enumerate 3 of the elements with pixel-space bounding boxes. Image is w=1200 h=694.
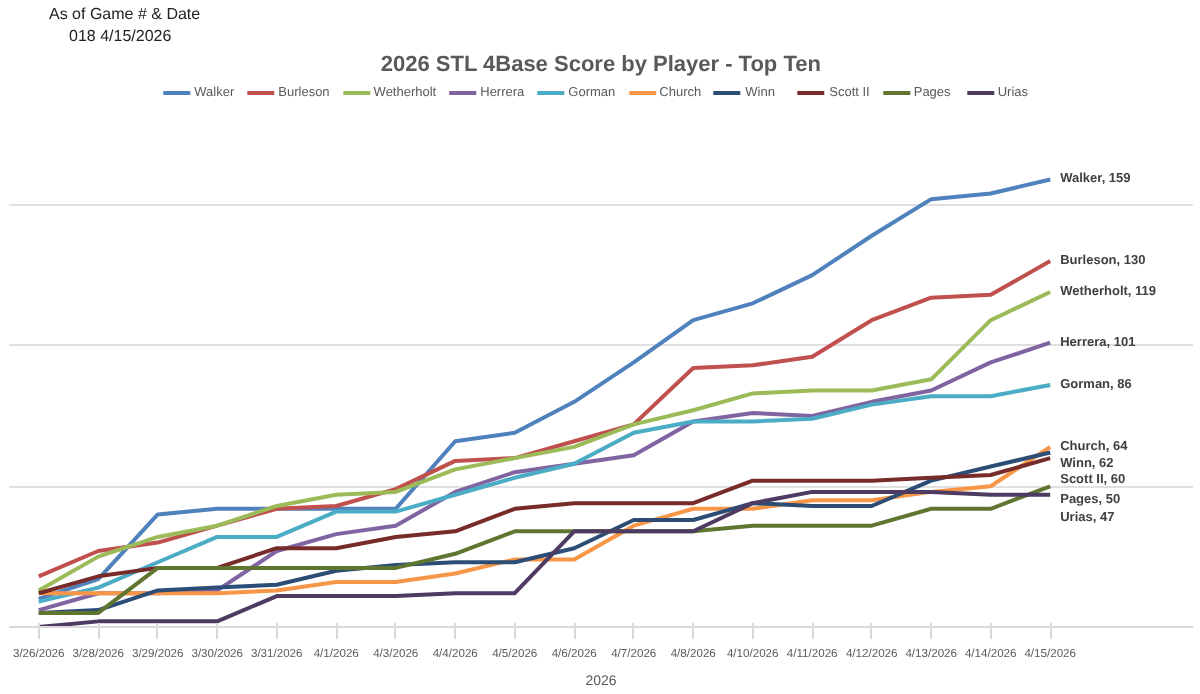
chart-title: 2026 STL 4Base Score by Player - Top Ten bbox=[380, 53, 822, 77]
text: 018 4/15/2026 bbox=[69, 27, 172, 45]
text: As of Game # & Date bbox=[49, 5, 202, 23]
